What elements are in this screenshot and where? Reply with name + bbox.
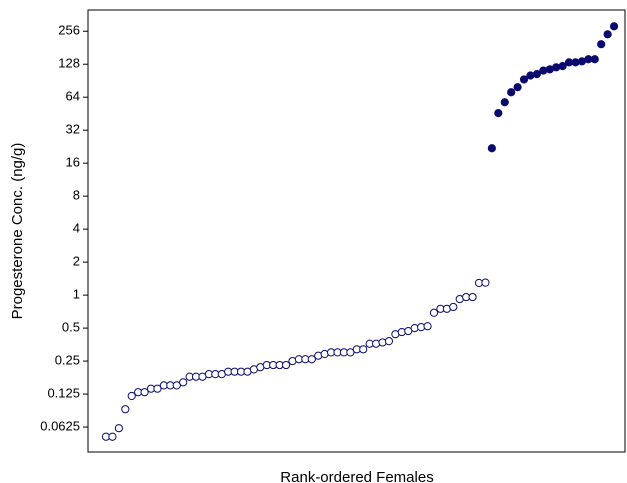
y-tick-label: 4 xyxy=(73,221,80,236)
y-axis-label: Progesterone Conc. (ng/g) xyxy=(9,143,26,320)
point xyxy=(558,62,567,71)
point xyxy=(384,337,394,346)
point xyxy=(539,66,548,75)
y-tick-label: 0.0625 xyxy=(40,418,80,433)
point xyxy=(108,432,117,441)
y-tick-label: 0.125 xyxy=(47,386,80,401)
point xyxy=(500,98,509,107)
plot-frame xyxy=(87,9,626,453)
point xyxy=(140,388,149,397)
y-tick-label: 32 xyxy=(66,122,80,137)
y-tick-label: 128 xyxy=(58,56,80,71)
point xyxy=(153,384,162,393)
y-tick-label: 64 xyxy=(66,89,80,104)
point xyxy=(359,345,368,354)
point xyxy=(346,348,355,357)
point xyxy=(172,381,181,390)
point xyxy=(481,278,490,287)
point xyxy=(603,30,612,39)
y-tick-label: 256 xyxy=(58,23,80,38)
point xyxy=(507,88,516,97)
point xyxy=(423,322,432,331)
point xyxy=(449,302,458,312)
y-tick-label: 16 xyxy=(66,155,80,170)
point xyxy=(494,109,503,118)
point xyxy=(429,308,439,317)
point xyxy=(179,378,188,387)
point xyxy=(468,292,477,302)
y-tick-label: 0.5 xyxy=(62,320,80,335)
point xyxy=(121,405,130,414)
y-tick-label: 2 xyxy=(73,254,80,269)
point xyxy=(590,55,599,64)
point xyxy=(609,22,619,31)
point xyxy=(281,360,291,370)
point xyxy=(597,40,606,49)
point xyxy=(114,424,123,433)
point xyxy=(378,338,387,347)
point xyxy=(127,391,136,401)
point xyxy=(532,70,541,79)
y-tick-label: 0.25 xyxy=(55,353,80,368)
y-tick-label: 8 xyxy=(73,188,80,203)
point xyxy=(487,144,496,153)
point xyxy=(519,75,529,84)
point xyxy=(513,83,522,92)
point xyxy=(307,355,316,364)
x-axis-label: Rank-ordered Females xyxy=(280,469,433,483)
y-tick-label: 1 xyxy=(73,287,80,302)
